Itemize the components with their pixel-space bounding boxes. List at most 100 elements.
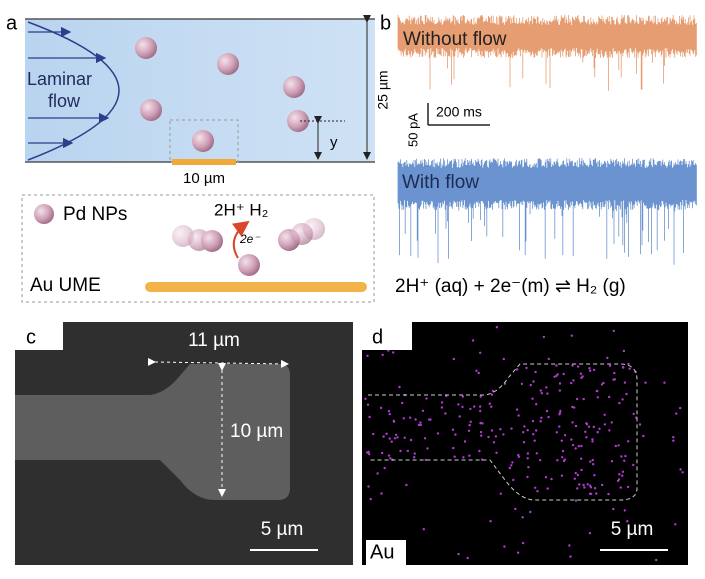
signal-dot: [481, 422, 484, 425]
reaction-arrow: [231, 220, 250, 259]
signal-dot: [603, 423, 607, 426]
reaction-label: 2H⁺ H₂: [214, 200, 268, 219]
signal-dot: [679, 468, 682, 471]
signal-dot: [382, 435, 385, 438]
signal-dot: [558, 425, 561, 428]
signal-dot: [574, 471, 577, 475]
signal-dot: [517, 455, 521, 458]
signal-dot: [372, 432, 375, 436]
signal-dot: [584, 430, 587, 433]
signal-dot: [419, 421, 422, 424]
signal-dot: [586, 483, 589, 486]
signal-dot: [574, 499, 578, 502]
panel-b: b Without flow 200 ms 50 pA With flow 2H…: [380, 12, 697, 297]
signal-dot: [560, 439, 563, 442]
signal-dot: [602, 381, 605, 385]
outline: [368, 363, 638, 501]
panel-label: d: [372, 326, 383, 348]
signal-dot: [540, 392, 543, 395]
signal-dot: [461, 395, 465, 398]
signal-dot: [414, 418, 417, 421]
legend-label: Pd NPs: [63, 204, 127, 225]
signal-dot: [368, 452, 371, 456]
signal-dot: [574, 424, 578, 428]
signal-dot: [621, 366, 625, 369]
signal-dot: [608, 364, 612, 367]
signal-dot: [495, 326, 499, 329]
signal-dot: [568, 544, 571, 547]
signal-dot: [402, 417, 405, 420]
signal-dot: [529, 383, 532, 387]
signal-dot: [531, 397, 534, 400]
signal-dot: [526, 452, 530, 455]
signal-dot: [618, 473, 621, 476]
signal-dot: [655, 558, 658, 562]
signal-dot: [612, 507, 615, 511]
signal-dot: [387, 409, 391, 413]
signal-dot: [588, 369, 592, 372]
signal-dot: [591, 440, 594, 443]
signal-dot: [425, 397, 428, 400]
signal-dot: [621, 474, 624, 477]
signal-dot: [610, 421, 613, 424]
signal-dot: [376, 472, 379, 475]
signal-dot: [623, 459, 626, 462]
signal-dot: [522, 441, 526, 444]
signal-dot: [429, 418, 432, 421]
signal-dot: [379, 406, 383, 410]
signal-dot: [603, 413, 606, 416]
signal-dot: [595, 492, 598, 495]
signal-dot: [535, 429, 538, 432]
signal-dot: [527, 466, 530, 469]
scale-label: 5 µm: [261, 519, 304, 540]
signal-dot: [477, 371, 480, 375]
element-label: Au: [370, 541, 394, 563]
signal-dot: [502, 357, 505, 361]
signal-dot: [471, 339, 475, 342]
current-trace: [397, 15, 697, 91]
signal-dot: [540, 416, 543, 419]
equation: 2H⁺ (aq) + 2e⁻(m) ⇌ H₂ (g): [395, 276, 626, 297]
signal-dot: [478, 405, 482, 408]
signal-dot: [368, 415, 371, 419]
signal-dot: [556, 459, 559, 462]
signal-dot: [546, 487, 549, 490]
signal-dot: [579, 372, 583, 375]
signal-dot: [544, 476, 548, 479]
signal-dot: [532, 380, 535, 383]
signal-dot: [617, 478, 621, 481]
signal-dot: [663, 381, 666, 384]
nanoparticle-cluster: [172, 218, 325, 276]
signal-dot: [576, 473, 580, 477]
signal-dot: [452, 357, 455, 361]
signal-dot: [617, 444, 620, 447]
signal-dot: [457, 552, 460, 556]
signal-dot: [478, 449, 481, 453]
signal-dot: [490, 429, 494, 432]
signal-dot: [571, 364, 574, 367]
signal-dot: [387, 454, 391, 457]
signal-dot: [531, 419, 535, 423]
signal-dot: [577, 445, 580, 448]
signal-dot: [366, 451, 369, 454]
signal-dot: [480, 434, 483, 437]
signal-dot: [381, 451, 384, 455]
signal-dot: [535, 403, 538, 406]
label-box: [15, 322, 63, 350]
signal-dot: [457, 403, 460, 406]
signal-dot: [454, 433, 457, 436]
signal-dot: [515, 408, 519, 411]
flow-label: Laminar: [27, 69, 92, 89]
signal-dot: [598, 427, 601, 430]
signal-dot: [396, 436, 399, 439]
label-box: [366, 540, 406, 565]
signal-dot: [555, 431, 558, 434]
signal-dot: [413, 452, 416, 455]
signal-dot: [475, 369, 478, 372]
signal-dot: [580, 468, 583, 472]
height-label: 10 µm: [230, 421, 283, 442]
signal-dot: [571, 405, 574, 409]
signal-dot: [674, 523, 677, 526]
panel-c: c 11 µm 10 µm 5 µm: [15, 322, 353, 565]
signal-dot: [593, 474, 596, 477]
